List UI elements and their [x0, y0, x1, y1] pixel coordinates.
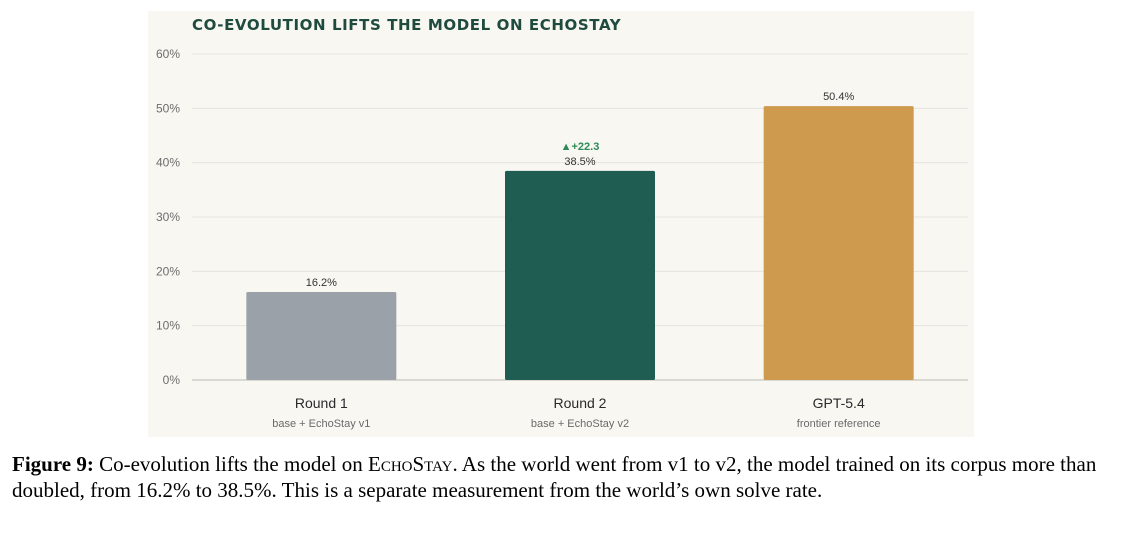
- x-tick-label: Round 1: [295, 395, 348, 411]
- caption-label: Figure 9:: [12, 452, 94, 476]
- bar-gpt-5-4: [763, 106, 914, 380]
- y-tick-label: 40%: [156, 156, 180, 170]
- y-tick-label: 0%: [163, 373, 181, 387]
- chart-panel: CO-EVOLUTION LIFTS THE MODEL ON ECHOSTAY…: [148, 11, 974, 437]
- x-tick-sublabel: base + EchoStay v2: [531, 418, 629, 430]
- caption-text-before: Co-evolution lifts the model on: [93, 452, 368, 476]
- y-tick-label: 10%: [156, 319, 180, 333]
- y-tick-label: 30%: [156, 210, 180, 224]
- x-tick-sublabel: base + EchoStay v1: [272, 418, 370, 430]
- figure-caption: Figure 9: Co-evolution lifts the model o…: [12, 451, 1112, 503]
- bar-value-label: 16.2%: [306, 277, 337, 289]
- bar-value-label: 50.4%: [823, 91, 854, 103]
- chart-title: CO-EVOLUTION LIFTS THE MODEL ON ECHOSTAY: [192, 16, 622, 34]
- bar-value-label: 38.5%: [564, 156, 595, 168]
- x-tick-label: Round 2: [554, 395, 607, 411]
- caption-text-after: . As the world went from v1 to v2, the m…: [12, 452, 1097, 502]
- bar-chart: CO-EVOLUTION LIFTS THE MODEL ON ECHOSTAY…: [156, 16, 968, 430]
- delta-annotation: ▲+22.3: [561, 141, 600, 153]
- y-tick-label: 50%: [156, 101, 180, 115]
- caption-smallcaps: EchoStay: [368, 452, 453, 476]
- bar-round-1: [246, 291, 397, 380]
- bar-round-2: [505, 170, 655, 380]
- x-tick-sublabel: frontier reference: [797, 418, 881, 430]
- x-tick-label: GPT-5.4: [813, 395, 865, 411]
- y-tick-label: 60%: [156, 47, 180, 61]
- y-tick-label: 20%: [156, 264, 180, 278]
